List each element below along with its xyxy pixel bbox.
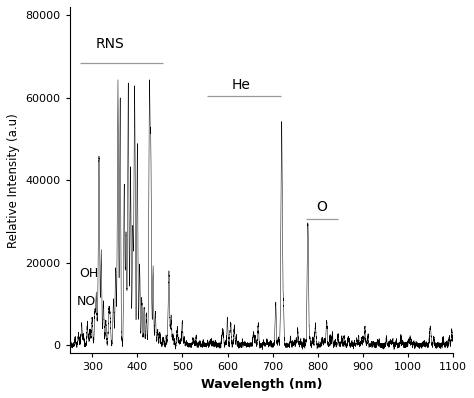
X-axis label: Wavelength (nm): Wavelength (nm) — [201, 378, 322, 391]
Y-axis label: Relative Intensity (a.u): Relative Intensity (a.u) — [7, 113, 20, 248]
Text: O: O — [316, 200, 327, 214]
Text: He: He — [231, 78, 250, 92]
Text: RNS: RNS — [96, 37, 125, 51]
Text: NO: NO — [76, 295, 96, 308]
Text: OH: OH — [79, 267, 99, 279]
